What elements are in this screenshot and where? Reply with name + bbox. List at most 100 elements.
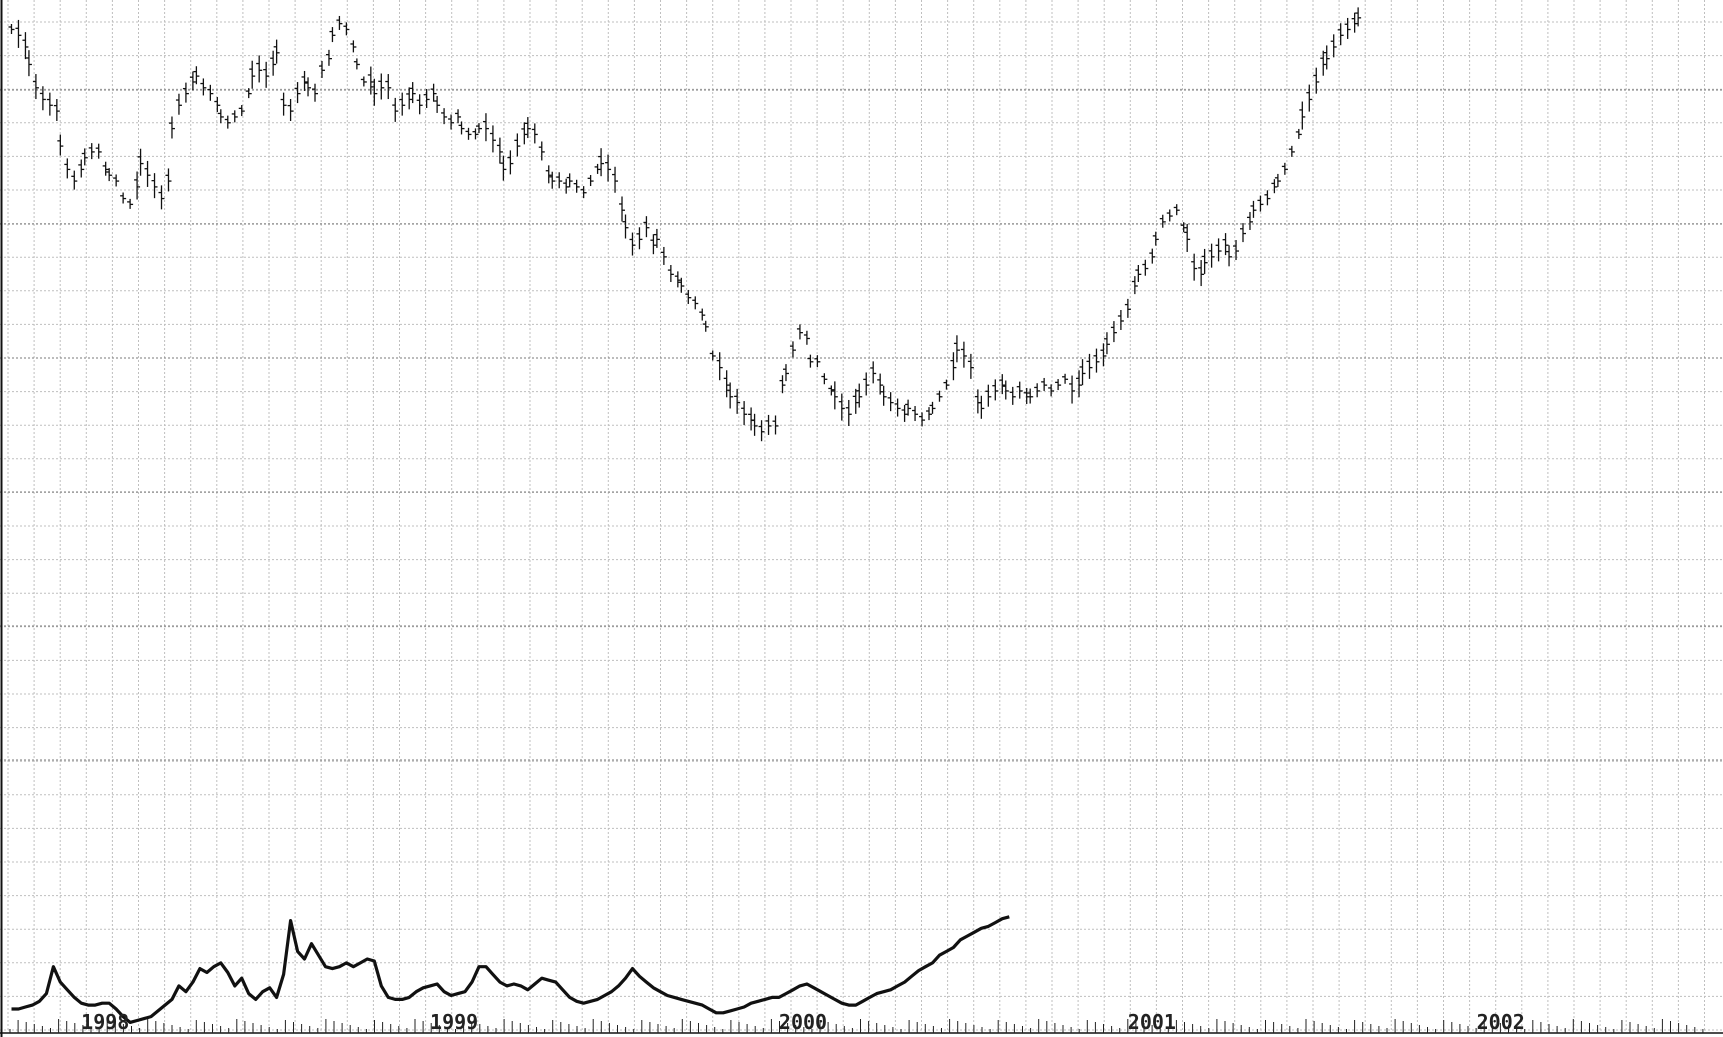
price-bar (127, 198, 134, 209)
price-bar (727, 382, 734, 409)
price-bar (378, 73, 385, 100)
price-bar (594, 163, 601, 174)
price-bar (144, 160, 151, 187)
price-bar (458, 121, 465, 135)
price-bar (500, 155, 507, 181)
x-tick-label: 1999 (430, 1010, 478, 1034)
price-bar (1208, 243, 1215, 268)
price-bar (1233, 240, 1240, 261)
price-bar (1330, 34, 1337, 58)
price-bar (573, 179, 580, 193)
price-bar (1344, 17, 1351, 39)
price-bar (1166, 209, 1173, 222)
price-bar (263, 61, 270, 88)
price-bar (612, 166, 619, 193)
price-bar (999, 374, 1006, 395)
price-bar (936, 390, 943, 402)
price-bar (214, 97, 221, 113)
price-bar (1313, 67, 1320, 94)
price-bar (1180, 222, 1187, 233)
price-bar (723, 370, 730, 398)
price-bar (605, 154, 612, 182)
price-bar (102, 161, 109, 176)
price-bar (1110, 321, 1117, 343)
price-bar (1198, 260, 1205, 287)
price-bar (1250, 200, 1257, 218)
price-bar (217, 109, 224, 124)
price-bar (1131, 276, 1138, 295)
price-bar (1016, 381, 1023, 399)
price-bar (32, 74, 39, 100)
price-bar (1086, 353, 1093, 379)
price-bar (674, 271, 681, 288)
price-bar (231, 110, 238, 123)
price-bar (901, 404, 908, 422)
price-bar (350, 40, 357, 53)
price-bar (943, 379, 950, 390)
price-bar (189, 71, 196, 91)
price-bar (1103, 332, 1110, 355)
price-bar (1117, 309, 1124, 330)
price-bar (699, 308, 706, 321)
price-bar (294, 82, 301, 104)
price-bar (423, 89, 430, 108)
price-bars (8, 7, 1362, 442)
price-bar (1159, 214, 1166, 228)
price-bar (838, 393, 845, 421)
x-tick-label: 2000 (779, 1010, 827, 1034)
price-bar (120, 192, 127, 204)
price-bar (772, 415, 779, 435)
price-bar (1009, 386, 1016, 405)
x-tick-label: 2002 (1477, 1010, 1525, 1034)
price-bar (71, 170, 78, 190)
price-bar (636, 227, 643, 250)
price-bar (521, 122, 528, 145)
indicator-line (11, 915, 1010, 1025)
price-bar (789, 341, 796, 358)
price-bar (416, 94, 423, 115)
price-bar (974, 389, 981, 414)
price-bar (1240, 223, 1247, 243)
price-bar (343, 22, 350, 36)
price-bar (1299, 101, 1306, 130)
price-bar (1048, 384, 1055, 397)
price-bar (496, 137, 503, 164)
price-bar (287, 99, 294, 122)
price-bar (81, 148, 88, 166)
price-bar (1142, 259, 1149, 276)
price-bar (1222, 233, 1229, 256)
price-bar (751, 413, 758, 436)
price-bar (741, 401, 748, 426)
price-bar (106, 168, 113, 182)
price-bar (353, 58, 360, 70)
price-bar (95, 143, 102, 159)
price-bar (245, 88, 252, 99)
price-bar (482, 113, 489, 142)
price-bar (1062, 373, 1069, 384)
price-bar (1124, 298, 1131, 318)
price-bar (950, 352, 957, 381)
price-bar (489, 125, 496, 153)
price-bar (678, 277, 685, 293)
price-bar (1226, 245, 1233, 267)
price-bar (200, 78, 207, 96)
price-bar (305, 77, 312, 97)
price-bar (967, 353, 974, 379)
price-bar (852, 388, 859, 414)
price-bar (434, 95, 441, 113)
price-bar (566, 173, 573, 188)
price-bar (929, 401, 936, 414)
price-bar (765, 414, 772, 435)
price-bar (430, 83, 437, 102)
price-bar (894, 398, 901, 417)
price-bar (821, 373, 828, 385)
price-bar (1002, 380, 1009, 400)
price-bar (165, 168, 172, 192)
price-bar (1271, 179, 1278, 194)
price-bar (318, 60, 325, 78)
price-bar (1337, 23, 1344, 46)
price-bar (1069, 375, 1076, 404)
price-bar (168, 116, 175, 139)
price-bar (1034, 383, 1041, 398)
